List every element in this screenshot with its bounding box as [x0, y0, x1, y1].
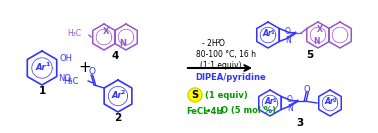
Text: X: X [103, 28, 109, 36]
Text: N: N [285, 36, 291, 45]
Text: N: N [287, 104, 293, 113]
Text: OH: OH [60, 54, 73, 63]
Text: 1: 1 [39, 86, 46, 96]
Text: N: N [119, 38, 127, 47]
Text: O: O [304, 84, 311, 93]
Text: +: + [79, 61, 91, 76]
Text: 4: 4 [111, 51, 119, 61]
Text: DIPEA/pyridine: DIPEA/pyridine [195, 72, 266, 82]
Text: - 2H: - 2H [202, 38, 218, 47]
Text: 80-100 °C, 16 h: 80-100 °C, 16 h [196, 49, 256, 59]
Text: NO: NO [58, 74, 71, 83]
Text: 2: 2 [121, 90, 125, 95]
Text: O (5 mol %): O (5 mol %) [221, 107, 276, 115]
Text: 1: 1 [271, 30, 274, 34]
Text: O: O [284, 27, 290, 36]
Text: 2: 2 [218, 110, 222, 115]
Text: O: O [89, 68, 96, 76]
Text: O: O [286, 95, 292, 104]
Text: S: S [191, 90, 198, 100]
Text: N: N [313, 36, 319, 45]
Text: (1 equiv): (1 equiv) [205, 90, 248, 99]
Text: O: O [219, 38, 225, 47]
Text: 2: 2 [203, 110, 208, 115]
Text: Ar: Ar [36, 63, 46, 72]
Text: 5: 5 [307, 50, 314, 60]
Text: •4H: •4H [206, 107, 224, 115]
Text: X: X [317, 24, 323, 34]
Text: (1:1 equiv): (1:1 equiv) [200, 61, 242, 70]
Text: Ar: Ar [264, 97, 274, 107]
Text: Ar: Ar [112, 90, 122, 99]
Text: 2: 2 [115, 113, 122, 123]
Circle shape [188, 88, 202, 102]
Text: 1: 1 [273, 97, 276, 103]
Text: FeCl: FeCl [186, 107, 206, 115]
Text: 2: 2 [333, 97, 336, 103]
Text: Ar: Ar [324, 97, 334, 107]
Text: H₃C: H₃C [67, 30, 81, 38]
Text: 3: 3 [296, 118, 304, 128]
Text: 2: 2 [68, 78, 72, 83]
Text: Ar: Ar [262, 30, 272, 38]
Text: 2: 2 [217, 39, 220, 44]
Text: 1: 1 [45, 63, 49, 68]
Text: H₃C: H₃C [63, 76, 78, 86]
